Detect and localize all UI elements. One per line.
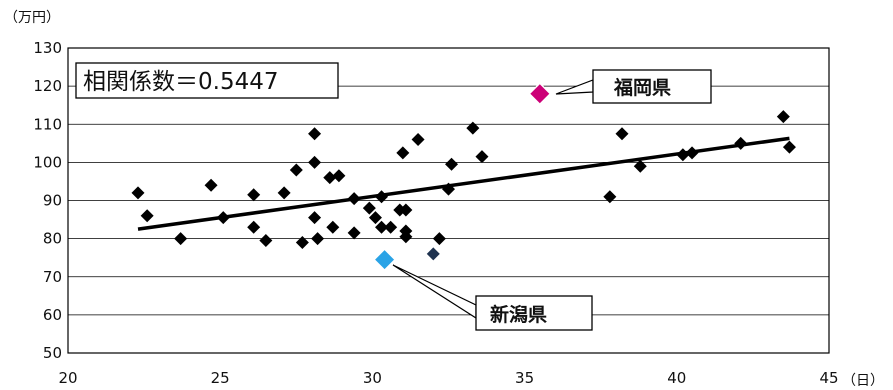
data-point-niigata (373, 248, 397, 272)
y-axis-unit: （万円） (4, 10, 60, 26)
data-point-fukuoka (528, 82, 552, 106)
highlighted-points (373, 82, 552, 272)
gridlines (68, 85, 829, 316)
data-point (347, 226, 361, 240)
callout-fukuoka-pointer (555, 79, 594, 95)
data-point (676, 148, 690, 162)
data-point (332, 169, 346, 183)
data-point (445, 157, 459, 171)
x-tick-label: 40 (667, 369, 686, 387)
data-point (442, 182, 455, 196)
data-point (347, 192, 361, 206)
y-tick-label: 80 (43, 230, 62, 248)
callout-niigata-pointer (392, 264, 477, 320)
y-tick-label: 110 (33, 115, 62, 133)
data-point (603, 190, 617, 204)
data-point (776, 110, 790, 124)
correlation-label: 相関係数＝0.5447 (83, 69, 278, 95)
data-point (311, 232, 325, 246)
data-point (368, 211, 382, 225)
data-point (308, 127, 322, 141)
y-tick-label: 120 (33, 77, 62, 95)
callout-niigata-box (475, 295, 593, 331)
x-tick-label: 30 (363, 369, 382, 387)
data-point (277, 186, 291, 200)
y-tick-label: 70 (43, 268, 62, 286)
data-point (259, 234, 273, 248)
y-tick-label: 100 (33, 153, 62, 171)
x-tick-label: 35 (515, 369, 534, 387)
data-point (295, 235, 309, 249)
data-point (375, 220, 389, 234)
data-point (140, 209, 154, 223)
data-point (432, 232, 446, 246)
x-tick-label: 45 (819, 369, 838, 387)
data-point (308, 155, 322, 169)
data-point (362, 201, 376, 215)
callout-fukuoka-label: 福岡県 (613, 76, 671, 99)
data-point (247, 220, 261, 234)
data-point (216, 211, 230, 225)
x-axis-ticks: 20 25 30 35 40 45 (58, 369, 838, 387)
data-point (633, 159, 647, 173)
data-point (308, 211, 322, 225)
y-tick-label: 90 (43, 192, 62, 210)
data-point (396, 146, 410, 160)
correlation-box (75, 62, 339, 99)
data-points (131, 110, 796, 249)
data-point (326, 220, 340, 234)
y-tick-label: 60 (43, 306, 62, 324)
data-point (411, 133, 425, 146)
data-point (323, 171, 337, 185)
data-point (685, 146, 699, 160)
callout-fukuoka-box (592, 69, 712, 104)
y-tick-label: 130 (33, 39, 62, 57)
data-point (375, 190, 389, 204)
y-tick-label: 50 (43, 344, 62, 362)
data-point-dark (426, 247, 440, 261)
data-point (289, 163, 303, 177)
data-point (131, 186, 145, 200)
x-tick-label: 20 (58, 369, 77, 387)
data-point (466, 121, 480, 135)
data-point (204, 178, 218, 192)
data-point (615, 127, 629, 141)
data-point (384, 220, 398, 234)
data-point (174, 232, 188, 246)
callout-fukuoka: 福岡県 (555, 69, 712, 104)
data-point (247, 188, 261, 202)
data-point (475, 150, 489, 164)
callout-niigata: 新潟県 (392, 264, 593, 331)
x-axis-unit: （日） (842, 373, 884, 389)
data-point (734, 136, 748, 150)
data-point (399, 203, 413, 217)
plot-area (67, 47, 830, 354)
callout-niigata-label: 新潟県 (490, 303, 547, 326)
data-point (399, 230, 413, 244)
y-axis-ticks: 50 60 70 80 90 100 110 120 130 (33, 39, 62, 362)
x-tick-label: 25 (211, 369, 230, 387)
data-point (782, 140, 796, 154)
